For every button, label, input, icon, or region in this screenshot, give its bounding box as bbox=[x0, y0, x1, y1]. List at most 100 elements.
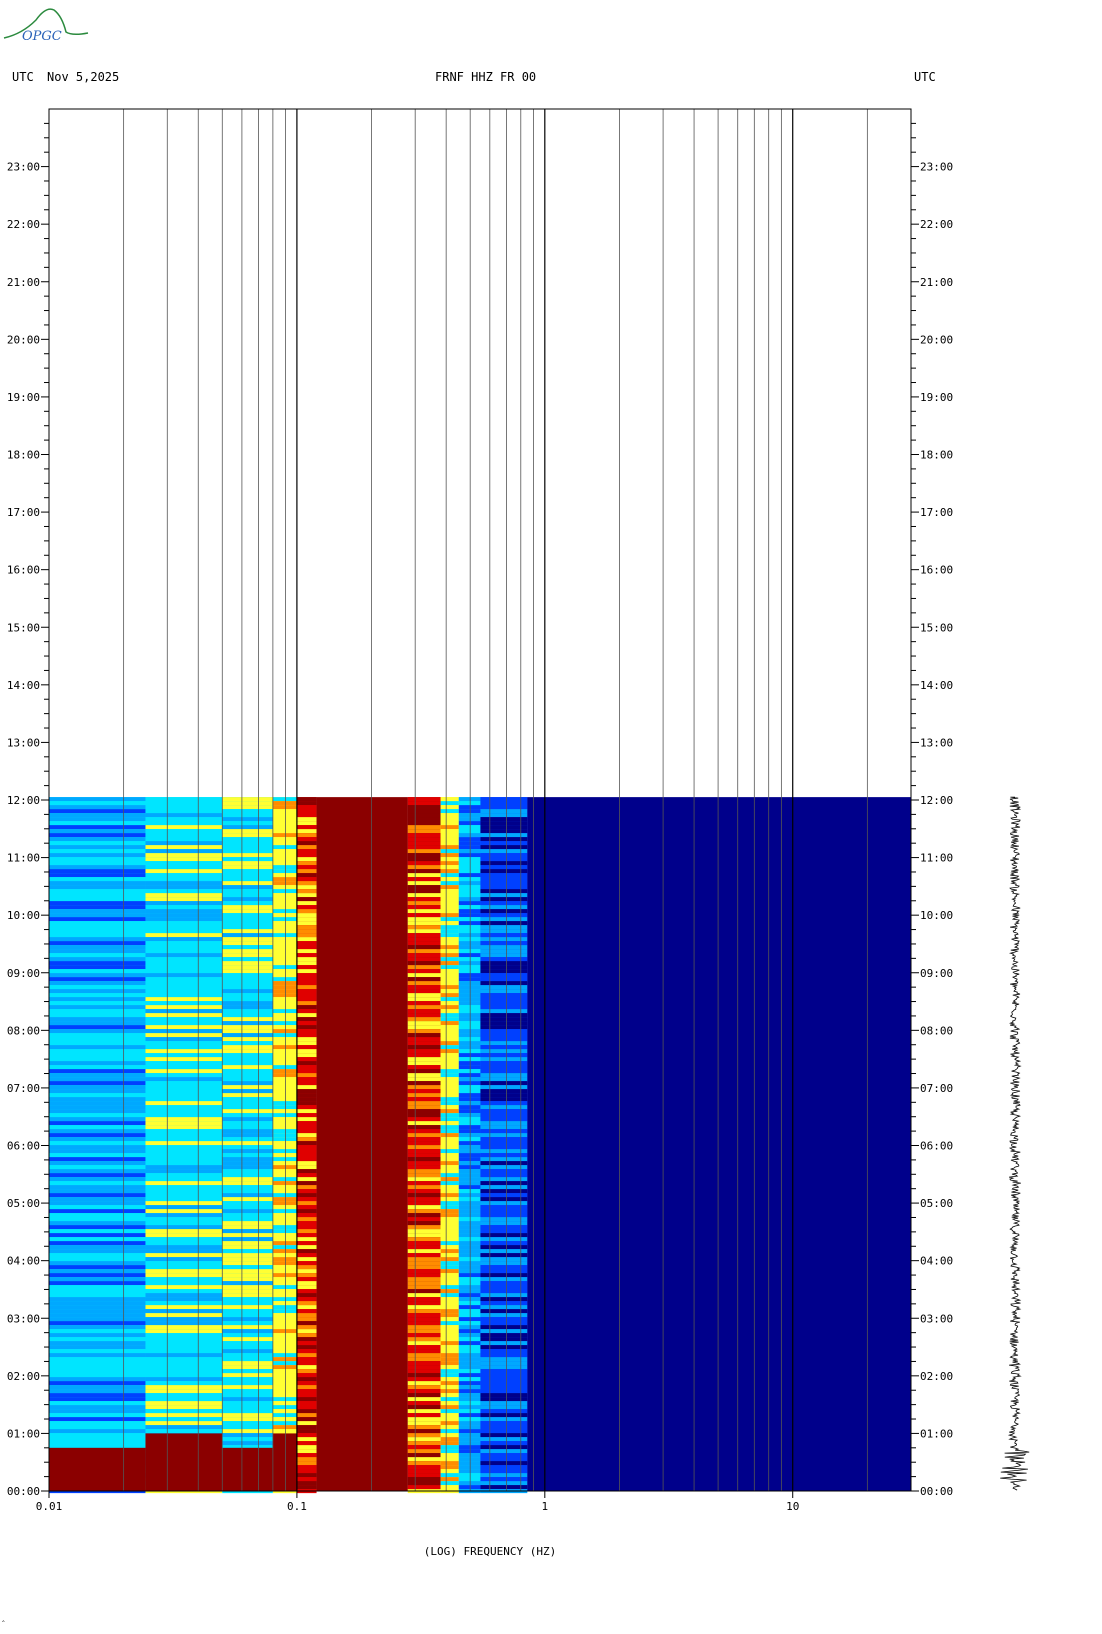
heat-cell bbox=[272, 1389, 297, 1394]
heat-cell bbox=[458, 973, 481, 978]
y-tick-label-right: 02:00 bbox=[920, 1370, 953, 1383]
heat-cell bbox=[440, 1169, 459, 1174]
heat-cell bbox=[480, 1193, 528, 1198]
heat-cell bbox=[458, 893, 481, 898]
heat-cell bbox=[296, 809, 317, 814]
heat-cell bbox=[296, 1289, 317, 1294]
heat-cell bbox=[49, 1401, 146, 1406]
heat-cell bbox=[145, 1413, 223, 1418]
heat-cell bbox=[272, 1129, 297, 1134]
heat-low-hours bbox=[222, 1447, 273, 1491]
heat-cell bbox=[440, 881, 459, 886]
heat-cell bbox=[296, 797, 317, 802]
heat-cell bbox=[407, 1077, 441, 1082]
heat-cell bbox=[272, 825, 297, 830]
heat-cell bbox=[272, 833, 297, 838]
heat-cell bbox=[480, 1265, 528, 1270]
heat-cell bbox=[296, 1345, 317, 1350]
heat-cell bbox=[49, 841, 146, 846]
heat-cell bbox=[407, 977, 441, 982]
heat-cell bbox=[296, 1017, 317, 1022]
heat-cell bbox=[407, 1197, 441, 1202]
heat-cell bbox=[480, 829, 528, 834]
heat-cell bbox=[222, 1101, 273, 1106]
heat-cell bbox=[49, 901, 146, 906]
heat-cell bbox=[458, 1241, 481, 1246]
heat-cell bbox=[440, 1025, 459, 1030]
heat-cell bbox=[296, 1217, 317, 1222]
heat-cell bbox=[458, 1333, 481, 1338]
heat-cell bbox=[407, 1173, 441, 1178]
heat-cell bbox=[145, 1225, 223, 1230]
heat-cell bbox=[145, 825, 223, 830]
heat-cell bbox=[222, 1405, 273, 1410]
heat-cell bbox=[458, 1297, 481, 1302]
heat-cell bbox=[440, 937, 459, 942]
heat-cell bbox=[145, 945, 223, 950]
heat-cell bbox=[272, 1349, 297, 1354]
heat-cell bbox=[480, 1317, 528, 1322]
heat-cell bbox=[272, 1133, 297, 1138]
heat-cell bbox=[222, 1401, 273, 1406]
heat-cell bbox=[222, 1337, 273, 1342]
heat-cell bbox=[480, 1117, 528, 1122]
heat-cell bbox=[458, 1245, 481, 1250]
heat-cell bbox=[440, 1473, 459, 1478]
heat-cell bbox=[458, 961, 481, 966]
heat-cell bbox=[480, 841, 528, 846]
heat-cell bbox=[145, 937, 223, 942]
heat-cell bbox=[296, 965, 317, 970]
heat-cell bbox=[407, 849, 441, 854]
heat-cell bbox=[49, 897, 146, 902]
heat-cell bbox=[407, 1425, 441, 1430]
heat-cell bbox=[407, 1189, 441, 1194]
heat-cell bbox=[440, 933, 459, 938]
heat-cell bbox=[407, 1017, 441, 1022]
heat-cell bbox=[480, 1449, 528, 1454]
heat-cell bbox=[407, 809, 441, 814]
heat-cell bbox=[296, 1205, 317, 1210]
y-tick-label-left: 19:00 bbox=[7, 391, 40, 404]
heat-cell bbox=[407, 1441, 441, 1446]
heat-cell bbox=[296, 1429, 317, 1434]
heat-cell bbox=[458, 1153, 481, 1158]
heat-cell bbox=[440, 1357, 459, 1362]
heat-cell bbox=[222, 829, 273, 834]
heat-cell bbox=[458, 905, 481, 910]
seismogram-trace-line bbox=[1000, 796, 1030, 1491]
heat-cell bbox=[458, 1465, 481, 1470]
heat-cell bbox=[440, 977, 459, 982]
heat-cell bbox=[480, 937, 528, 942]
y-tick-label-left: 16:00 bbox=[7, 564, 40, 577]
heat-cell bbox=[480, 981, 528, 986]
heat-cell bbox=[440, 1109, 459, 1114]
heat-cell bbox=[145, 985, 223, 990]
heat-cell bbox=[458, 1065, 481, 1070]
heat-cell bbox=[458, 945, 481, 950]
heat-cell bbox=[458, 1173, 481, 1178]
heat-cell bbox=[440, 889, 459, 894]
heat-cell bbox=[480, 905, 528, 910]
heat-cell bbox=[49, 1421, 146, 1426]
heat-cell bbox=[222, 1117, 273, 1122]
heat-cell bbox=[480, 1473, 528, 1478]
heat-cell bbox=[49, 937, 146, 942]
heat-cell bbox=[407, 1257, 441, 1262]
heat-cell bbox=[480, 1057, 528, 1062]
heat-cell bbox=[296, 1381, 317, 1386]
heat-cell bbox=[407, 1277, 441, 1282]
heat-cell bbox=[272, 1057, 297, 1062]
heat-cell bbox=[440, 1413, 459, 1418]
heat-cell bbox=[145, 1337, 223, 1342]
heat-cell bbox=[49, 801, 146, 806]
heat-cell bbox=[440, 1237, 459, 1242]
heat-cell bbox=[145, 1313, 223, 1318]
heat-cell bbox=[407, 1185, 441, 1190]
heat-cell bbox=[296, 1225, 317, 1230]
heat-cell bbox=[222, 1173, 273, 1178]
heat-cell bbox=[145, 1193, 223, 1198]
heat-cell bbox=[222, 893, 273, 898]
heat-cell bbox=[145, 797, 223, 802]
heat-cell bbox=[407, 1293, 441, 1298]
heat-cell bbox=[480, 1209, 528, 1214]
